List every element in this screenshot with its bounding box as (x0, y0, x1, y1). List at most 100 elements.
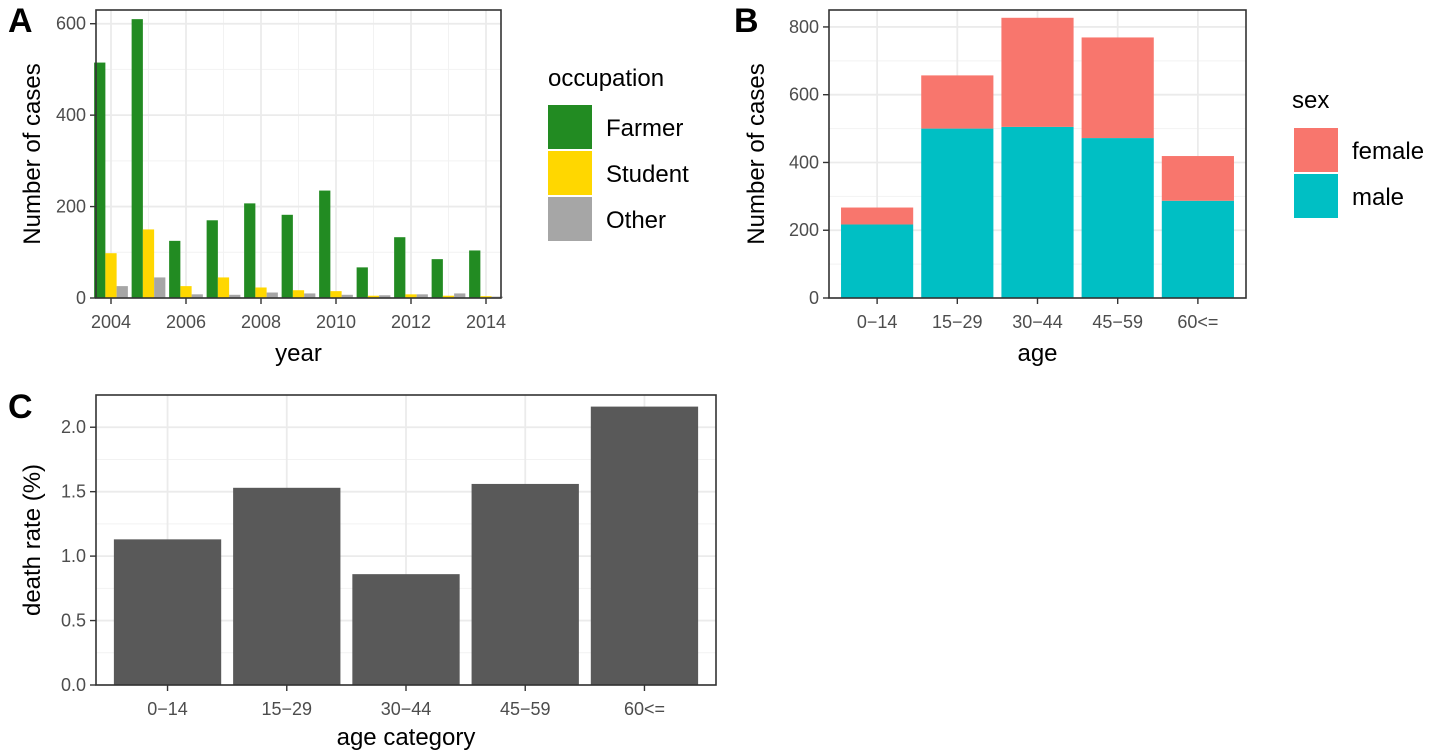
y-axis-title: Number of cases (743, 63, 770, 244)
panel-c: C 0.0 0.5 1.0 1.5 2.0 0−14 15−29 30−44 45−59 60<= a… (8, 388, 717, 751)
bar-farmer-2005 (131, 19, 143, 299)
bar-other-2008 (266, 292, 278, 298)
bar-student-2013 (442, 295, 455, 298)
bar-farmer-2004 (94, 62, 106, 299)
y-tick-label: 1.0 (61, 546, 86, 566)
bar-farmer-2011 (356, 267, 368, 298)
panel-border (95, 9, 502, 299)
x-axis-title: year (275, 340, 322, 367)
panel-b: B 0 200 400 600 800 0−14 15−29 30−44 45−59 60<= age… (734, 2, 1424, 367)
x-tick-label: 45−59 (500, 699, 551, 719)
y-tick-label: 200 (56, 197, 86, 217)
bar-student-2007 (217, 277, 230, 298)
bar-other-2004 (116, 286, 128, 298)
legend-label: Other (606, 207, 666, 234)
bar-farmer-2009 (281, 214, 293, 298)
x-tick-label: 2012 (391, 312, 431, 332)
legend-key-female (1294, 128, 1338, 172)
bar-other-2009 (304, 293, 316, 298)
panel-letter: A (8, 2, 33, 40)
x-tick-label: 30−44 (381, 699, 432, 719)
y-tick-label: 800 (789, 17, 819, 37)
legend-label: Farmer (606, 115, 683, 142)
bar-farmer-2008 (244, 203, 256, 298)
bar-farmer-2010 (319, 190, 331, 298)
y-tick-label: 400 (789, 152, 819, 172)
panel-letter: B (734, 2, 759, 40)
bar-male-1 (921, 128, 994, 298)
bar-farmer-2014 (469, 250, 481, 298)
y-tick-label: 0 (809, 288, 819, 308)
bar-student-2010 (330, 291, 342, 298)
bar-farmer-2012 (394, 237, 406, 298)
bar-0 (113, 539, 222, 685)
legend: occupation Farmer Student Other (548, 65, 689, 241)
legend-label: Student (606, 161, 689, 188)
x-tick-label: 2010 (316, 312, 356, 332)
bar-other-2006 (191, 294, 203, 298)
bar-female-3 (1081, 37, 1154, 139)
y-tick-label: 0.5 (61, 611, 86, 631)
bar-male-0 (841, 224, 914, 298)
bar-student-2014 (480, 296, 492, 298)
x-tick-label: 0−14 (857, 312, 898, 332)
bar-female-2 (1001, 17, 1074, 127)
bar-female-0 (841, 207, 914, 225)
bar-1 (233, 487, 341, 685)
y-tick-label: 0.0 (61, 675, 86, 695)
bar-student-2009 (292, 290, 305, 298)
bar-other-2012 (416, 294, 428, 298)
legend-key-male (1294, 174, 1338, 218)
x-tick-label: 45−59 (1092, 312, 1143, 332)
panel-a: A 0 200 400 600 2004 2006 2008 2010 2012 2014 year N… (8, 2, 689, 367)
y-tick-label: 400 (56, 105, 86, 125)
y-tick-label: 0 (76, 288, 86, 308)
bar-male-2 (1001, 126, 1074, 298)
legend-key-other (548, 197, 592, 241)
x-tick-label: 15−29 (932, 312, 983, 332)
bar-other-2007 (229, 294, 241, 298)
x-tick-label: 2006 (166, 312, 206, 332)
bar-other-2010 (341, 294, 353, 298)
x-tick-label: 60<= (1177, 312, 1218, 332)
legend-title: occupation (548, 65, 664, 92)
panel-letter: C (8, 388, 33, 426)
bar-farmer-2006 (169, 240, 181, 298)
bar-male-3 (1081, 138, 1154, 298)
legend-key-farmer (548, 105, 592, 149)
legend-title: sex (1292, 87, 1329, 114)
bar-student-2011 (367, 295, 380, 298)
y-axis-title: Number of cases (19, 63, 46, 244)
y-tick-label: 2.0 (61, 417, 86, 437)
bar-female-1 (921, 75, 994, 129)
y-axis-title: death rate (%) (19, 464, 46, 616)
bar-farmer-2013 (431, 259, 443, 298)
legend: sex female male (1292, 87, 1424, 218)
bar-male-4 (1161, 200, 1234, 298)
x-tick-label: 2004 (91, 312, 131, 332)
legend-label: male (1352, 184, 1404, 211)
legend-key-student (548, 151, 592, 195)
x-axis-title: age (1017, 340, 1057, 367)
bar-other-2005 (154, 277, 166, 298)
bar-3 (471, 483, 579, 685)
x-tick-label: 2014 (466, 312, 506, 332)
y-tick-label: 200 (789, 220, 819, 240)
y-tick-label: 600 (789, 85, 819, 105)
bar-other-2013 (454, 293, 466, 298)
x-tick-label: 30−44 (1012, 312, 1063, 332)
legend-label: female (1352, 138, 1424, 165)
x-tick-label: 2008 (241, 312, 281, 332)
bar-student-2012 (405, 294, 417, 298)
bar-student-2004 (105, 253, 117, 298)
x-axis-title: age category (337, 724, 476, 751)
bar-student-2005 (142, 229, 155, 298)
y-tick-label: 1.5 (61, 482, 86, 502)
bar-female-4 (1161, 156, 1234, 201)
bar-student-2006 (180, 286, 192, 298)
y-tick-label: 600 (56, 14, 86, 34)
x-tick-label: 0−14 (147, 699, 188, 719)
bar-4 (590, 406, 699, 685)
bar-other-2011 (379, 295, 391, 298)
